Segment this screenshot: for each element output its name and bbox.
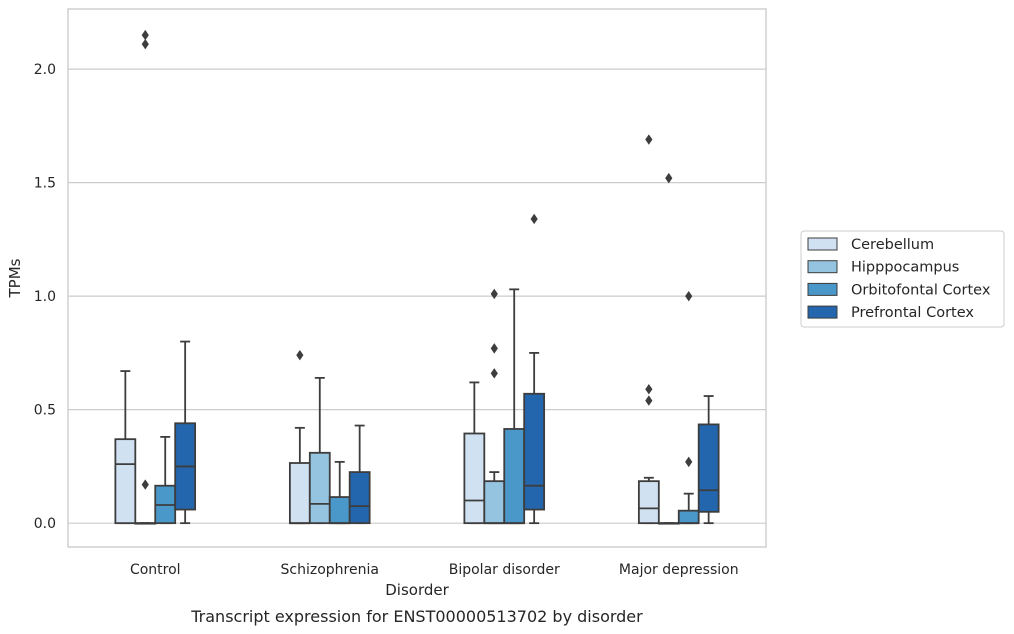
outlier-point	[645, 384, 653, 395]
box	[697, 423, 720, 513]
outlier-point	[645, 134, 653, 145]
legend-swatch	[807, 282, 838, 296]
legend-label: Cerebellum	[851, 237, 934, 253]
outlier-point	[490, 343, 498, 354]
gridlines	[68, 68, 766, 524]
legend-swatch	[807, 260, 838, 274]
box-group	[348, 424, 371, 525]
legend-swatch	[807, 237, 838, 251]
legend-label: Hipppocampus	[851, 260, 959, 276]
box	[463, 432, 486, 525]
y-tick-label: 0.0	[34, 516, 56, 532]
y-axis-label: TPMs	[6, 258, 24, 298]
x-tick-label: Control	[130, 562, 181, 578]
box-group	[483, 288, 506, 525]
box-group	[134, 29, 157, 525]
box-group	[523, 213, 546, 525]
y-tick-label: 2.0	[34, 62, 56, 78]
box	[288, 462, 311, 525]
y-tick-label: 0.5	[34, 403, 56, 419]
x-axis-ticks: Control Schizophrenia Bipolar disorder Majo…	[130, 562, 739, 578]
box	[114, 438, 137, 525]
box	[328, 496, 351, 525]
outlier-point	[141, 38, 149, 50]
y-axis-ticks: 0.0 0.5 1.0 1.5 2.0	[34, 62, 56, 532]
box-group	[463, 381, 486, 525]
legend-swatch	[807, 305, 838, 319]
outlier-point	[296, 349, 304, 361]
plot-frame	[67, 8, 767, 548]
box-group	[503, 288, 526, 525]
box-group	[328, 460, 351, 525]
outlier-point	[141, 29, 149, 41]
chart-caption: Transcript expression for ENST0000051370…	[190, 607, 643, 626]
box-group	[697, 395, 720, 525]
x-tick-label: Bipolar disorder	[449, 562, 560, 578]
x-axis-label: Disorder	[385, 581, 449, 599]
box-group	[308, 376, 331, 525]
outlier-point	[141, 479, 149, 490]
x-tick-label: Major depression	[619, 562, 739, 578]
box-groups	[114, 29, 720, 525]
y-tick-label: 1.0	[34, 289, 56, 305]
box	[503, 428, 526, 525]
outlier-point	[490, 368, 498, 379]
legend: Cerebellum Hipppocampus Orbitofontal Corte…	[800, 230, 1005, 328]
box-group	[174, 340, 197, 525]
box-group	[657, 172, 680, 525]
outlier-point	[685, 456, 693, 468]
outlier-point	[530, 213, 538, 225]
box-group	[677, 290, 700, 525]
x-tick-label: Schizophrenia	[281, 562, 379, 578]
legend-frame	[800, 230, 1005, 328]
legend-label: Orbitofontal Cortex	[851, 282, 991, 298]
box	[348, 471, 371, 525]
box-group	[288, 349, 311, 525]
legend-label: Prefrontal Cortex	[851, 305, 974, 321]
box	[677, 509, 700, 525]
box	[523, 392, 546, 511]
box	[308, 451, 331, 525]
box-group	[637, 134, 660, 525]
outlier-point	[645, 395, 653, 406]
box-group	[154, 436, 177, 525]
outlier-point	[490, 288, 498, 300]
box	[483, 480, 506, 525]
box-group	[114, 370, 137, 525]
outlier-point	[685, 290, 693, 302]
box	[637, 480, 660, 525]
outlier-point	[665, 172, 673, 184]
y-tick-label: 1.5	[34, 176, 56, 192]
